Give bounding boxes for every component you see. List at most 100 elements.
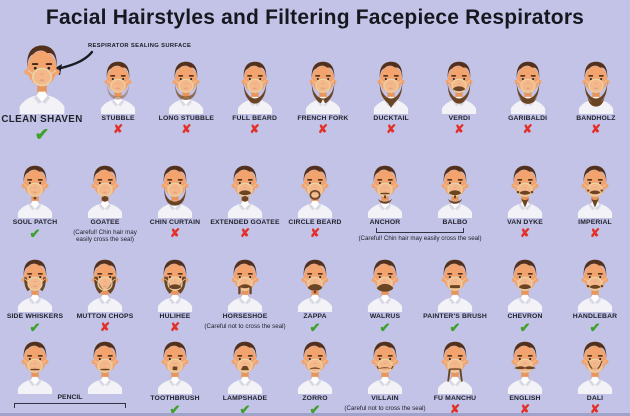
x-icon: ✘ xyxy=(519,226,531,240)
style-cell: CLEAN SHAVEN ✔ xyxy=(0,45,84,144)
face-illustration-muttonchops xyxy=(79,248,131,312)
style-label: TOOTHBRUSH xyxy=(150,395,200,402)
style-label: FULL BEARD xyxy=(232,115,278,122)
style-label: VILLAIN xyxy=(371,395,399,402)
x-icon: ✘ xyxy=(169,226,181,240)
style-label: DUCKTAIL xyxy=(373,115,409,122)
style-cell: GARIBALDI ✘ xyxy=(494,50,562,137)
style-cell: BALBO xyxy=(420,154,490,241)
face-illustration-longstubble xyxy=(160,50,212,114)
style-label: GARIBALDI xyxy=(508,115,548,122)
style-cell: DALI ✘ xyxy=(560,336,630,416)
style-label: SOUL PATCH xyxy=(12,219,58,226)
style-label: ZAPPA xyxy=(303,313,327,320)
face-illustration-goatee xyxy=(79,154,131,218)
style-label: WALRUS xyxy=(369,313,401,320)
style-cell: CHEVRON ✔ xyxy=(490,248,560,335)
style-cell: EXTENDED GOATEE ✘ xyxy=(210,154,280,241)
face-illustration-pencil xyxy=(9,336,61,394)
style-cell: VERDI ✘ xyxy=(425,50,493,137)
face-illustration-handlebar xyxy=(569,248,621,312)
style-label: MUTTON CHOPS xyxy=(76,313,134,320)
x-icon: ✘ xyxy=(589,402,601,416)
check-icon: ✔ xyxy=(239,402,251,416)
style-cell: HULIHEE ✘ xyxy=(140,248,210,335)
face-illustration-fullbeard xyxy=(229,50,281,114)
style-cell: WALRUS ✔ xyxy=(350,248,420,335)
x-icon: ✘ xyxy=(519,402,531,416)
face-illustration-clean xyxy=(8,45,76,114)
style-group: (Careful! Chin hair may easily cross the… xyxy=(350,227,490,242)
style-row: SOUL PATCH ✔ GOATEE (Careful! Chin hair ma… xyxy=(0,154,630,248)
check-icon: ✔ xyxy=(169,402,181,416)
style-cell: VILLAIN (Careful not to cross the seal) xyxy=(344,336,426,416)
style-label: ANCHOR xyxy=(369,219,401,226)
face-illustration-pencil xyxy=(79,336,131,394)
face-illustration-stubble xyxy=(92,50,144,114)
style-cell: IMPERIAL ✘ xyxy=(560,154,630,241)
style-cell: VAN DYKE ✘ xyxy=(490,154,560,241)
style-label: CHIN CURTAIN xyxy=(149,219,201,226)
face-illustration-chevron xyxy=(499,248,551,312)
x-icon: ✘ xyxy=(590,122,601,136)
check-icon: ✔ xyxy=(589,320,601,335)
face-illustration-dali xyxy=(569,336,621,394)
x-icon: ✘ xyxy=(99,320,111,334)
x-icon: ✘ xyxy=(249,122,260,136)
style-label: EXTENDED GOATEE xyxy=(210,219,280,226)
group-label: PENCIL xyxy=(57,394,83,401)
style-label: CLEAN SHAVEN xyxy=(1,114,83,125)
style-label: FU MANCHU xyxy=(433,395,477,402)
style-cell: TOOTHBRUSH ✔ xyxy=(140,336,210,416)
style-label: LONG STUBBLE xyxy=(158,115,215,122)
face-illustration-lampshade xyxy=(219,336,271,394)
check-icon: ✔ xyxy=(519,320,531,335)
face-illustration-ducktail xyxy=(365,50,417,114)
check-icon: ✔ xyxy=(29,226,41,241)
style-label: HULIHEE xyxy=(159,313,191,320)
face-illustration-vandyke xyxy=(499,154,551,218)
style-cell: HORSESHOE (Careful not to cross the seal) xyxy=(204,248,286,344)
x-icon: ✘ xyxy=(589,226,601,240)
style-label: VAN DYKE xyxy=(507,219,543,226)
styles-grid: CLEAN SHAVEN ✔ STUBBLE ✘ LON xyxy=(0,45,630,416)
style-label: PAINTER'S BRUSH xyxy=(423,313,487,320)
style-cell: ✔ xyxy=(70,336,140,416)
face-illustration-english xyxy=(499,336,551,394)
style-label: DALI xyxy=(586,395,604,402)
x-icon: ✘ xyxy=(113,122,124,136)
style-cell: HANDLEBAR ✔ xyxy=(560,248,630,335)
style-cell: FU MANCHU ✘ xyxy=(420,336,490,416)
style-cell: ANCHOR xyxy=(350,154,420,241)
x-icon: ✘ xyxy=(522,122,533,136)
x-icon: ✘ xyxy=(181,122,192,136)
face-illustration-sidewhiskers xyxy=(9,248,61,312)
style-label: LAMPSHADE xyxy=(222,395,268,402)
x-icon: ✘ xyxy=(386,122,397,136)
face-illustration-bandholz xyxy=(570,50,622,114)
face-illustration-painters xyxy=(429,248,481,312)
style-cell: CIRCLE BEARD ✘ xyxy=(280,154,350,241)
caution-note: (Careful not to cross the seal) xyxy=(204,323,286,330)
style-row: CLEAN SHAVEN ✔ STUBBLE ✘ LON xyxy=(0,45,630,154)
style-cell: LAMPSHADE ✔ xyxy=(210,336,280,416)
face-illustration-anchor xyxy=(359,154,411,218)
style-cell: FRENCH FORK ✘ xyxy=(289,50,357,137)
x-icon: ✘ xyxy=(309,226,321,240)
check-icon: ✔ xyxy=(449,320,461,335)
style-label: FRENCH FORK xyxy=(297,115,349,122)
group-bracket xyxy=(14,403,126,408)
style-cell: BANDHOLZ ✘ xyxy=(562,50,630,137)
check-icon: ✔ xyxy=(379,320,391,335)
face-illustration-fumanchu xyxy=(429,336,481,394)
caution-note: (Careful not to cross the seal) xyxy=(344,405,426,412)
face-illustration-chincurtain xyxy=(149,154,201,218)
face-illustration-zorro xyxy=(289,336,341,394)
check-icon: ✔ xyxy=(309,402,321,416)
face-illustration-hulihee xyxy=(149,248,201,312)
check-icon: ✔ xyxy=(309,320,321,335)
style-label: CHEVRON xyxy=(507,313,543,320)
style-group: PENCIL xyxy=(0,394,140,408)
style-label: STUBBLE xyxy=(101,115,135,122)
